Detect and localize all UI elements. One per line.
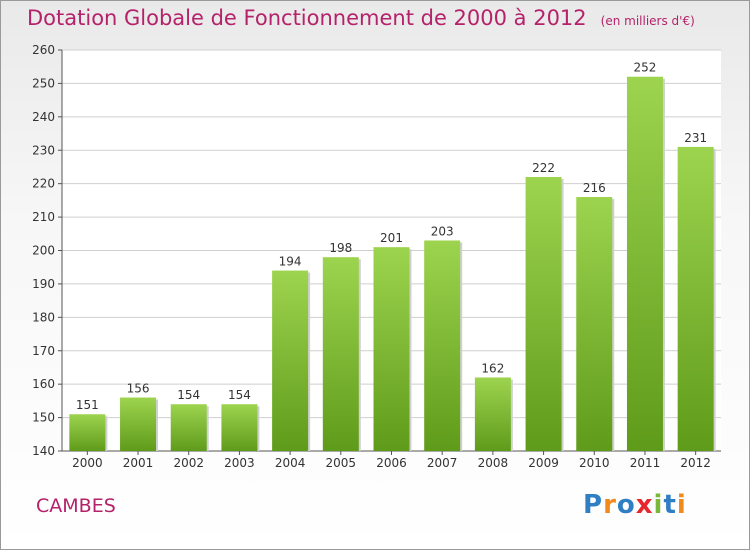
y-tick-label: 190 bbox=[32, 277, 55, 291]
y-tick-label: 260 bbox=[32, 43, 55, 57]
logo-letter: o bbox=[616, 490, 636, 520]
x-tick-label: 2008 bbox=[478, 456, 509, 470]
y-tick-label: 160 bbox=[32, 377, 55, 391]
bar bbox=[272, 270, 309, 451]
bar-value-label: 198 bbox=[329, 241, 352, 255]
x-tick-label: 2005 bbox=[326, 456, 357, 470]
bar-value-label: 222 bbox=[532, 161, 555, 175]
bar bbox=[474, 377, 511, 451]
x-tick-label: 2006 bbox=[376, 456, 407, 470]
x-tick-label: 2010 bbox=[579, 456, 610, 470]
bar-value-label: 156 bbox=[127, 382, 150, 396]
bar-value-label: 154 bbox=[177, 388, 200, 402]
bar bbox=[626, 76, 663, 451]
logo-letter: t bbox=[663, 490, 677, 520]
logo-letter: P bbox=[583, 490, 604, 520]
bar bbox=[677, 146, 714, 452]
bar bbox=[221, 404, 258, 451]
y-tick-label: 170 bbox=[32, 344, 55, 358]
x-tick-label: 2001 bbox=[123, 456, 154, 470]
bar-value-label: 154 bbox=[228, 388, 251, 402]
y-tick-label: 230 bbox=[32, 143, 55, 157]
bar-value-label: 216 bbox=[583, 181, 606, 195]
bar-value-label: 231 bbox=[684, 131, 707, 145]
x-tick-label: 2004 bbox=[275, 456, 306, 470]
commune-name: CAMBES bbox=[36, 495, 116, 517]
logo-letter: x bbox=[635, 490, 654, 520]
bar-value-label: 201 bbox=[380, 231, 403, 245]
y-tick-label: 240 bbox=[32, 110, 55, 124]
y-tick-label: 250 bbox=[32, 76, 55, 90]
chart-title: Dotation Globale de Fonctionnement de 20… bbox=[27, 6, 695, 30]
bar-value-label: 194 bbox=[279, 255, 302, 269]
bar-value-label: 151 bbox=[76, 398, 99, 412]
x-tick-label: 2012 bbox=[680, 456, 711, 470]
logo-letter: i bbox=[653, 490, 664, 520]
proxiti-logo: Proxiti bbox=[583, 490, 687, 520]
x-tick-label: 2002 bbox=[173, 456, 204, 470]
y-tick-label: 200 bbox=[32, 244, 55, 258]
logo-letter: r bbox=[603, 490, 617, 520]
y-tick-label: 140 bbox=[32, 444, 55, 458]
bar bbox=[424, 240, 461, 451]
bar bbox=[373, 247, 410, 451]
x-tick-label: 2007 bbox=[427, 456, 458, 470]
y-tick-label: 180 bbox=[32, 310, 55, 324]
bar bbox=[170, 404, 207, 451]
y-tick-label: 150 bbox=[32, 411, 55, 425]
bar-value-label: 162 bbox=[481, 361, 504, 375]
x-tick-label: 2003 bbox=[224, 456, 255, 470]
bar bbox=[322, 257, 359, 451]
chart-unit-label: (en milliers d'€) bbox=[600, 14, 695, 28]
chart-title-text: Dotation Globale de Fonctionnement de 20… bbox=[27, 6, 587, 30]
y-tick-label: 210 bbox=[32, 210, 55, 224]
y-tick-label: 220 bbox=[32, 177, 55, 191]
bar-value-label: 203 bbox=[431, 224, 454, 238]
x-tick-label: 2011 bbox=[630, 456, 661, 470]
x-tick-label: 2000 bbox=[72, 456, 103, 470]
logo-letter: i bbox=[676, 490, 687, 520]
bar-value-label: 252 bbox=[634, 61, 657, 75]
bar bbox=[69, 414, 106, 451]
bar bbox=[525, 176, 562, 451]
bar bbox=[120, 397, 157, 451]
x-tick-label: 2009 bbox=[528, 456, 559, 470]
bar bbox=[576, 197, 613, 451]
